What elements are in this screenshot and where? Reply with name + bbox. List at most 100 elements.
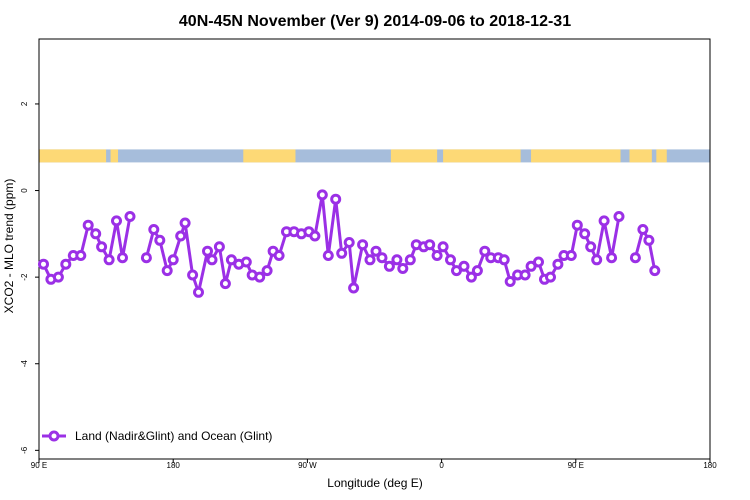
data-point: [254, 271, 266, 283]
data-point: [348, 282, 360, 294]
data-point: [545, 271, 556, 283]
data-point: [397, 263, 409, 274]
data-point: [504, 276, 516, 287]
data-point: [322, 250, 334, 261]
data-point: [613, 211, 625, 222]
y-tick-label: 2: [20, 101, 29, 106]
y-tick-label: 0: [20, 188, 29, 193]
legend-point-marker: [48, 430, 60, 442]
data-point: [383, 260, 395, 272]
data-point: [519, 269, 531, 281]
data-point: [451, 265, 462, 277]
data-point: [52, 271, 64, 283]
data-point: [273, 250, 285, 261]
y-tick-label: -6: [20, 446, 29, 454]
data-point: [179, 217, 191, 229]
land-band-segment: [443, 149, 521, 163]
data-point: [565, 250, 577, 261]
y-tick-label: -4: [20, 360, 29, 368]
series-line: [633, 228, 657, 271]
data-point: [330, 193, 342, 205]
data-point: [606, 252, 618, 264]
data-point: [187, 269, 199, 281]
data-point: [96, 241, 108, 253]
land-band-segment: [629, 149, 652, 163]
data-point: [161, 265, 173, 277]
data-point: [261, 265, 273, 277]
data-point: [471, 265, 483, 277]
data-point: [343, 237, 355, 248]
data-point: [148, 224, 160, 235]
y-axis-label: XCO2 - MLO trend (ppm): [2, 179, 16, 314]
data-point: [437, 241, 449, 253]
series-group: [38, 189, 661, 298]
data-point: [424, 239, 436, 251]
land-band-segment: [243, 149, 296, 163]
data-point: [103, 254, 115, 266]
land-ocean-band: [39, 149, 710, 163]
data-point: [219, 278, 231, 290]
data-point: [202, 245, 213, 257]
data-point: [124, 211, 136, 222]
data-point: [60, 258, 72, 270]
land-band-segment: [110, 149, 119, 163]
land-band-segment: [531, 149, 621, 163]
data-point: [309, 230, 321, 242]
data-point: [316, 189, 328, 201]
data-point: [364, 254, 376, 266]
data-point: [498, 254, 510, 266]
data-point: [206, 254, 218, 266]
data-point: [579, 228, 591, 240]
plot-frame: [38, 38, 711, 460]
x-tick-label: 180: [167, 461, 181, 470]
data-point: [629, 252, 641, 264]
data-point: [643, 234, 655, 246]
x-axis-label: Longitude (deg E): [327, 476, 422, 490]
data-point: [571, 219, 583, 231]
data-point: [431, 250, 443, 261]
x-axis: 90 E 180 90 W 0 90 E 180: [31, 459, 717, 470]
data-point: [240, 256, 252, 268]
data-point: [591, 254, 603, 266]
data-point: [533, 256, 544, 268]
y-axis: 2 0 -2 -4 -6: [20, 101, 39, 454]
land-band-segment: [39, 149, 107, 163]
x-tick-label: 90 E: [568, 461, 584, 470]
x-tick-label: 90 W: [298, 461, 317, 470]
data-point: [391, 254, 403, 266]
data-point: [82, 219, 94, 231]
chart-title: 40N-45N November (Ver 9) 2014-09-06 to 2…: [179, 13, 571, 30]
land-band-segment: [656, 149, 667, 163]
data-point: [213, 241, 225, 253]
data-point: [598, 215, 610, 227]
x-tick-label: 90 E: [31, 461, 47, 470]
land-band-segment: [390, 149, 438, 163]
data-point: [465, 271, 477, 283]
data-point: [193, 286, 204, 298]
data-point: [357, 239, 369, 251]
data-point: [404, 254, 416, 266]
data-point: [225, 254, 237, 266]
data-point: [336, 247, 348, 259]
data-point: [175, 230, 187, 242]
data-point: [154, 234, 166, 246]
data-point: [552, 258, 564, 270]
legend-label: Land (Nadir&Glint) and Ocean (Glint): [75, 429, 272, 443]
x-tick-label: 0: [439, 461, 444, 470]
data-point: [458, 260, 470, 272]
data-point: [479, 245, 491, 257]
data-point: [75, 250, 87, 261]
data-point: [649, 265, 661, 277]
data-point: [585, 241, 597, 253]
data-point: [445, 254, 456, 266]
data-point: [140, 252, 152, 264]
data-point: [111, 215, 122, 227]
data-point: [38, 258, 49, 270]
x-tick-label: 180: [703, 461, 717, 470]
data-point: [376, 252, 388, 264]
data-point: [167, 254, 179, 266]
data-point: [370, 245, 382, 257]
data-point: [117, 252, 128, 264]
data-point: [90, 228, 102, 240]
